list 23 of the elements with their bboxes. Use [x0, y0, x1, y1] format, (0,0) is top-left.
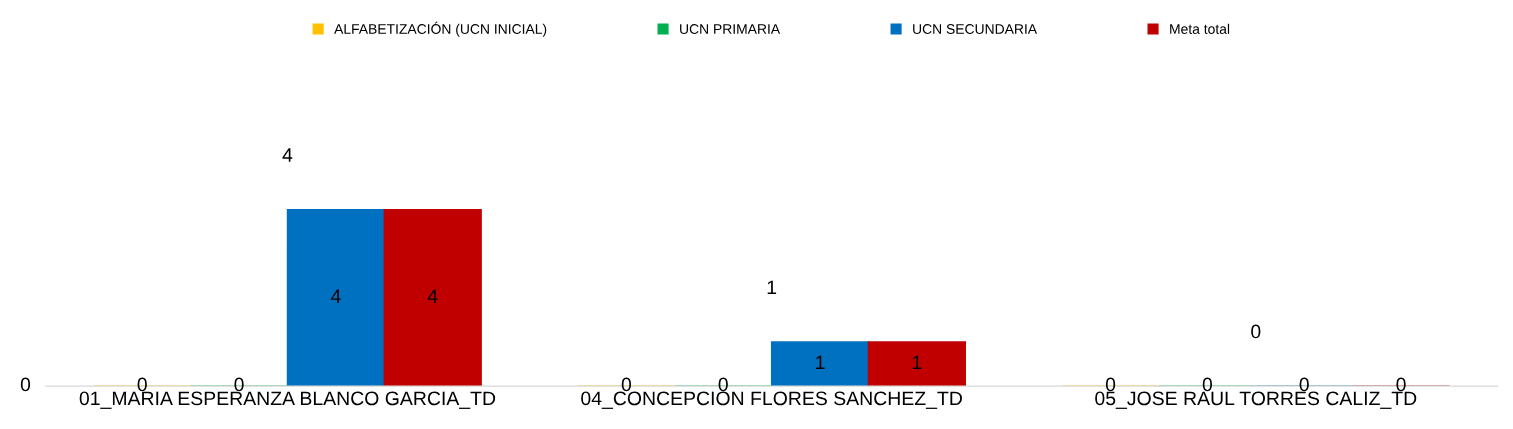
x-tick-label: 04_CONCEPCION FLORES SANCHEZ_TD — [581, 391, 962, 409]
annotation: 0 — [1251, 324, 1261, 339]
annotation: 1 — [767, 280, 777, 295]
legend-label: ALFABETIZACIÓN (UCN INICIAL) — [334, 21, 547, 37]
legend-label: Meta total — [1170, 23, 1230, 34]
x-tick-label: 01_MARIA ESPERANZA BLANCO GARCIA_TD — [79, 391, 496, 409]
data-label: 4 — [427, 289, 438, 303]
data-label: 0 — [1202, 377, 1213, 392]
data-label: 4 — [330, 289, 341, 303]
x-tick-label: 05_JOSE RAUL TORRES CALIZ_TD — [1095, 391, 1417, 409]
data-label: 0 — [137, 377, 147, 392]
data-label: 0 — [1299, 377, 1309, 392]
data-label: 0 — [718, 377, 728, 392]
data-label: 1 — [816, 355, 825, 370]
data-label: 0 — [234, 377, 244, 392]
legend-label: UCN PRIMARIA — [680, 24, 781, 34]
legend-label: UCN SECUNDARIA — [913, 24, 1038, 34]
data-label: 1 — [912, 355, 922, 370]
data-label: 0 — [1396, 377, 1406, 392]
data-label: 0 — [1105, 377, 1116, 392]
text: 4 — [282, 148, 293, 162]
text: 0 — [20, 377, 31, 392]
data-label: 0 — [621, 377, 632, 392]
